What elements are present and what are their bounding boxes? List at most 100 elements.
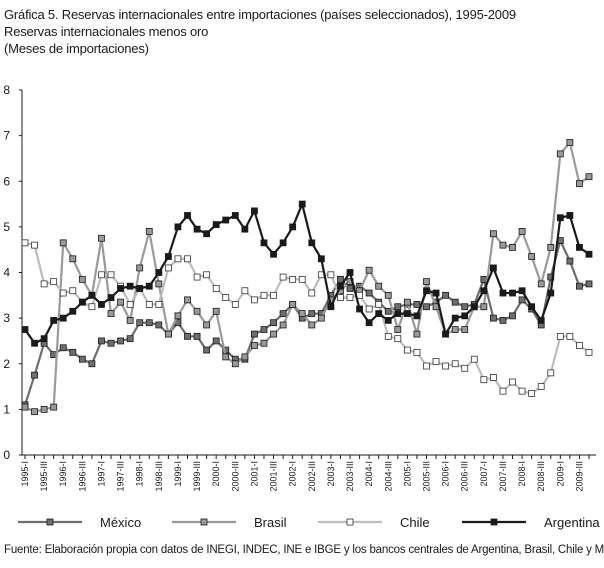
x-tick-label: 1999-I — [173, 461, 183, 487]
data-point — [251, 330, 258, 338]
data-point — [69, 255, 77, 263]
data-point — [241, 287, 249, 295]
y-tick-label: 3 — [3, 311, 10, 325]
data-point — [279, 273, 287, 281]
data-point — [365, 266, 373, 274]
data-point — [279, 321, 287, 329]
data-point — [241, 353, 249, 361]
data-point — [499, 289, 507, 297]
data-point — [423, 287, 430, 295]
data-point — [289, 223, 297, 231]
data-point — [164, 330, 172, 338]
data-point — [547, 289, 555, 297]
x-tick-label: 2008-III — [536, 461, 546, 492]
data-point — [547, 244, 555, 251]
data-point — [490, 374, 497, 381]
data-point — [184, 212, 191, 219]
data-point — [461, 312, 469, 320]
data-point — [547, 369, 555, 377]
data-point — [576, 282, 583, 290]
data-point — [212, 307, 220, 315]
data-point — [356, 305, 363, 313]
x-tick-label: 2003-III — [345, 461, 355, 492]
data-point — [375, 310, 383, 317]
line-chart: 0 1 2 3 4 5 6 7 8 1995-I 1995-III 1996-I 1996-III 199… — [3, 83, 600, 530]
data-point — [480, 275, 488, 283]
data-point — [556, 332, 564, 340]
data-point — [126, 317, 134, 324]
data-point — [88, 360, 96, 368]
data-point — [518, 287, 526, 295]
data-point — [126, 301, 134, 308]
data-point — [432, 289, 440, 297]
data-point — [423, 303, 430, 311]
data-point — [203, 271, 211, 279]
data-point — [518, 296, 526, 304]
data-point — [490, 314, 497, 322]
data-point — [298, 275, 306, 283]
data-point — [442, 362, 450, 370]
data-point — [231, 360, 239, 368]
x-tick-label: 1999-III — [192, 461, 202, 492]
data-point — [78, 275, 86, 283]
data-point — [193, 273, 201, 281]
data-point — [21, 326, 29, 333]
data-point — [566, 139, 574, 146]
data-point — [279, 239, 287, 247]
data-point — [423, 278, 430, 286]
data-point — [337, 294, 344, 301]
data-point — [155, 269, 163, 276]
series-chile — [21, 239, 593, 397]
data-point — [251, 342, 258, 349]
data-point — [375, 301, 383, 308]
x-tick-label: 2000-I — [211, 461, 221, 487]
data-point — [222, 353, 230, 361]
data-point — [384, 307, 392, 315]
data-point — [365, 289, 373, 297]
x-tick-label: 2007-I — [479, 461, 489, 487]
data-point — [423, 362, 430, 370]
legend-entry: Chile — [318, 515, 430, 530]
x-tick-label: 2000-III — [230, 461, 240, 492]
x-tick-label: 2001-III — [269, 461, 279, 492]
data-point — [327, 303, 335, 311]
data-point — [107, 271, 115, 279]
data-point — [394, 335, 402, 343]
x-tick-label: 1998-III — [154, 461, 164, 492]
y-tick-label: 5 — [3, 220, 10, 234]
data-point — [98, 271, 105, 279]
x-tick-label: 2002-I — [288, 461, 298, 487]
data-point — [98, 234, 105, 242]
data-point — [260, 339, 268, 347]
data-point — [566, 332, 574, 340]
data-point — [270, 250, 277, 258]
data-point — [499, 387, 507, 395]
x-tick-label: 1998-I — [135, 461, 145, 487]
x-tick-label: 1995-I — [20, 461, 30, 487]
data-point — [231, 301, 239, 308]
data-point — [585, 173, 593, 181]
data-point — [231, 212, 239, 219]
data-point — [509, 289, 516, 297]
data-point — [442, 330, 450, 338]
data-point — [145, 282, 153, 290]
x-tick-label: 2004-III — [383, 461, 393, 492]
data-point — [164, 253, 172, 260]
data-point — [69, 287, 77, 295]
data-point — [327, 271, 335, 279]
data-point — [556, 150, 564, 158]
data-point — [317, 255, 325, 263]
data-point — [384, 332, 392, 340]
data-point — [145, 301, 153, 308]
data-point — [384, 317, 392, 324]
legend-entry: México — [18, 515, 141, 530]
data-point — [98, 301, 105, 308]
data-point — [403, 298, 411, 306]
data-point — [31, 408, 38, 416]
y-tick-label: 7 — [3, 129, 10, 143]
data-point — [432, 358, 440, 365]
data-point — [518, 228, 526, 235]
legend-entry: Brasil — [172, 515, 287, 530]
data-point — [69, 307, 77, 315]
data-point — [222, 216, 230, 224]
